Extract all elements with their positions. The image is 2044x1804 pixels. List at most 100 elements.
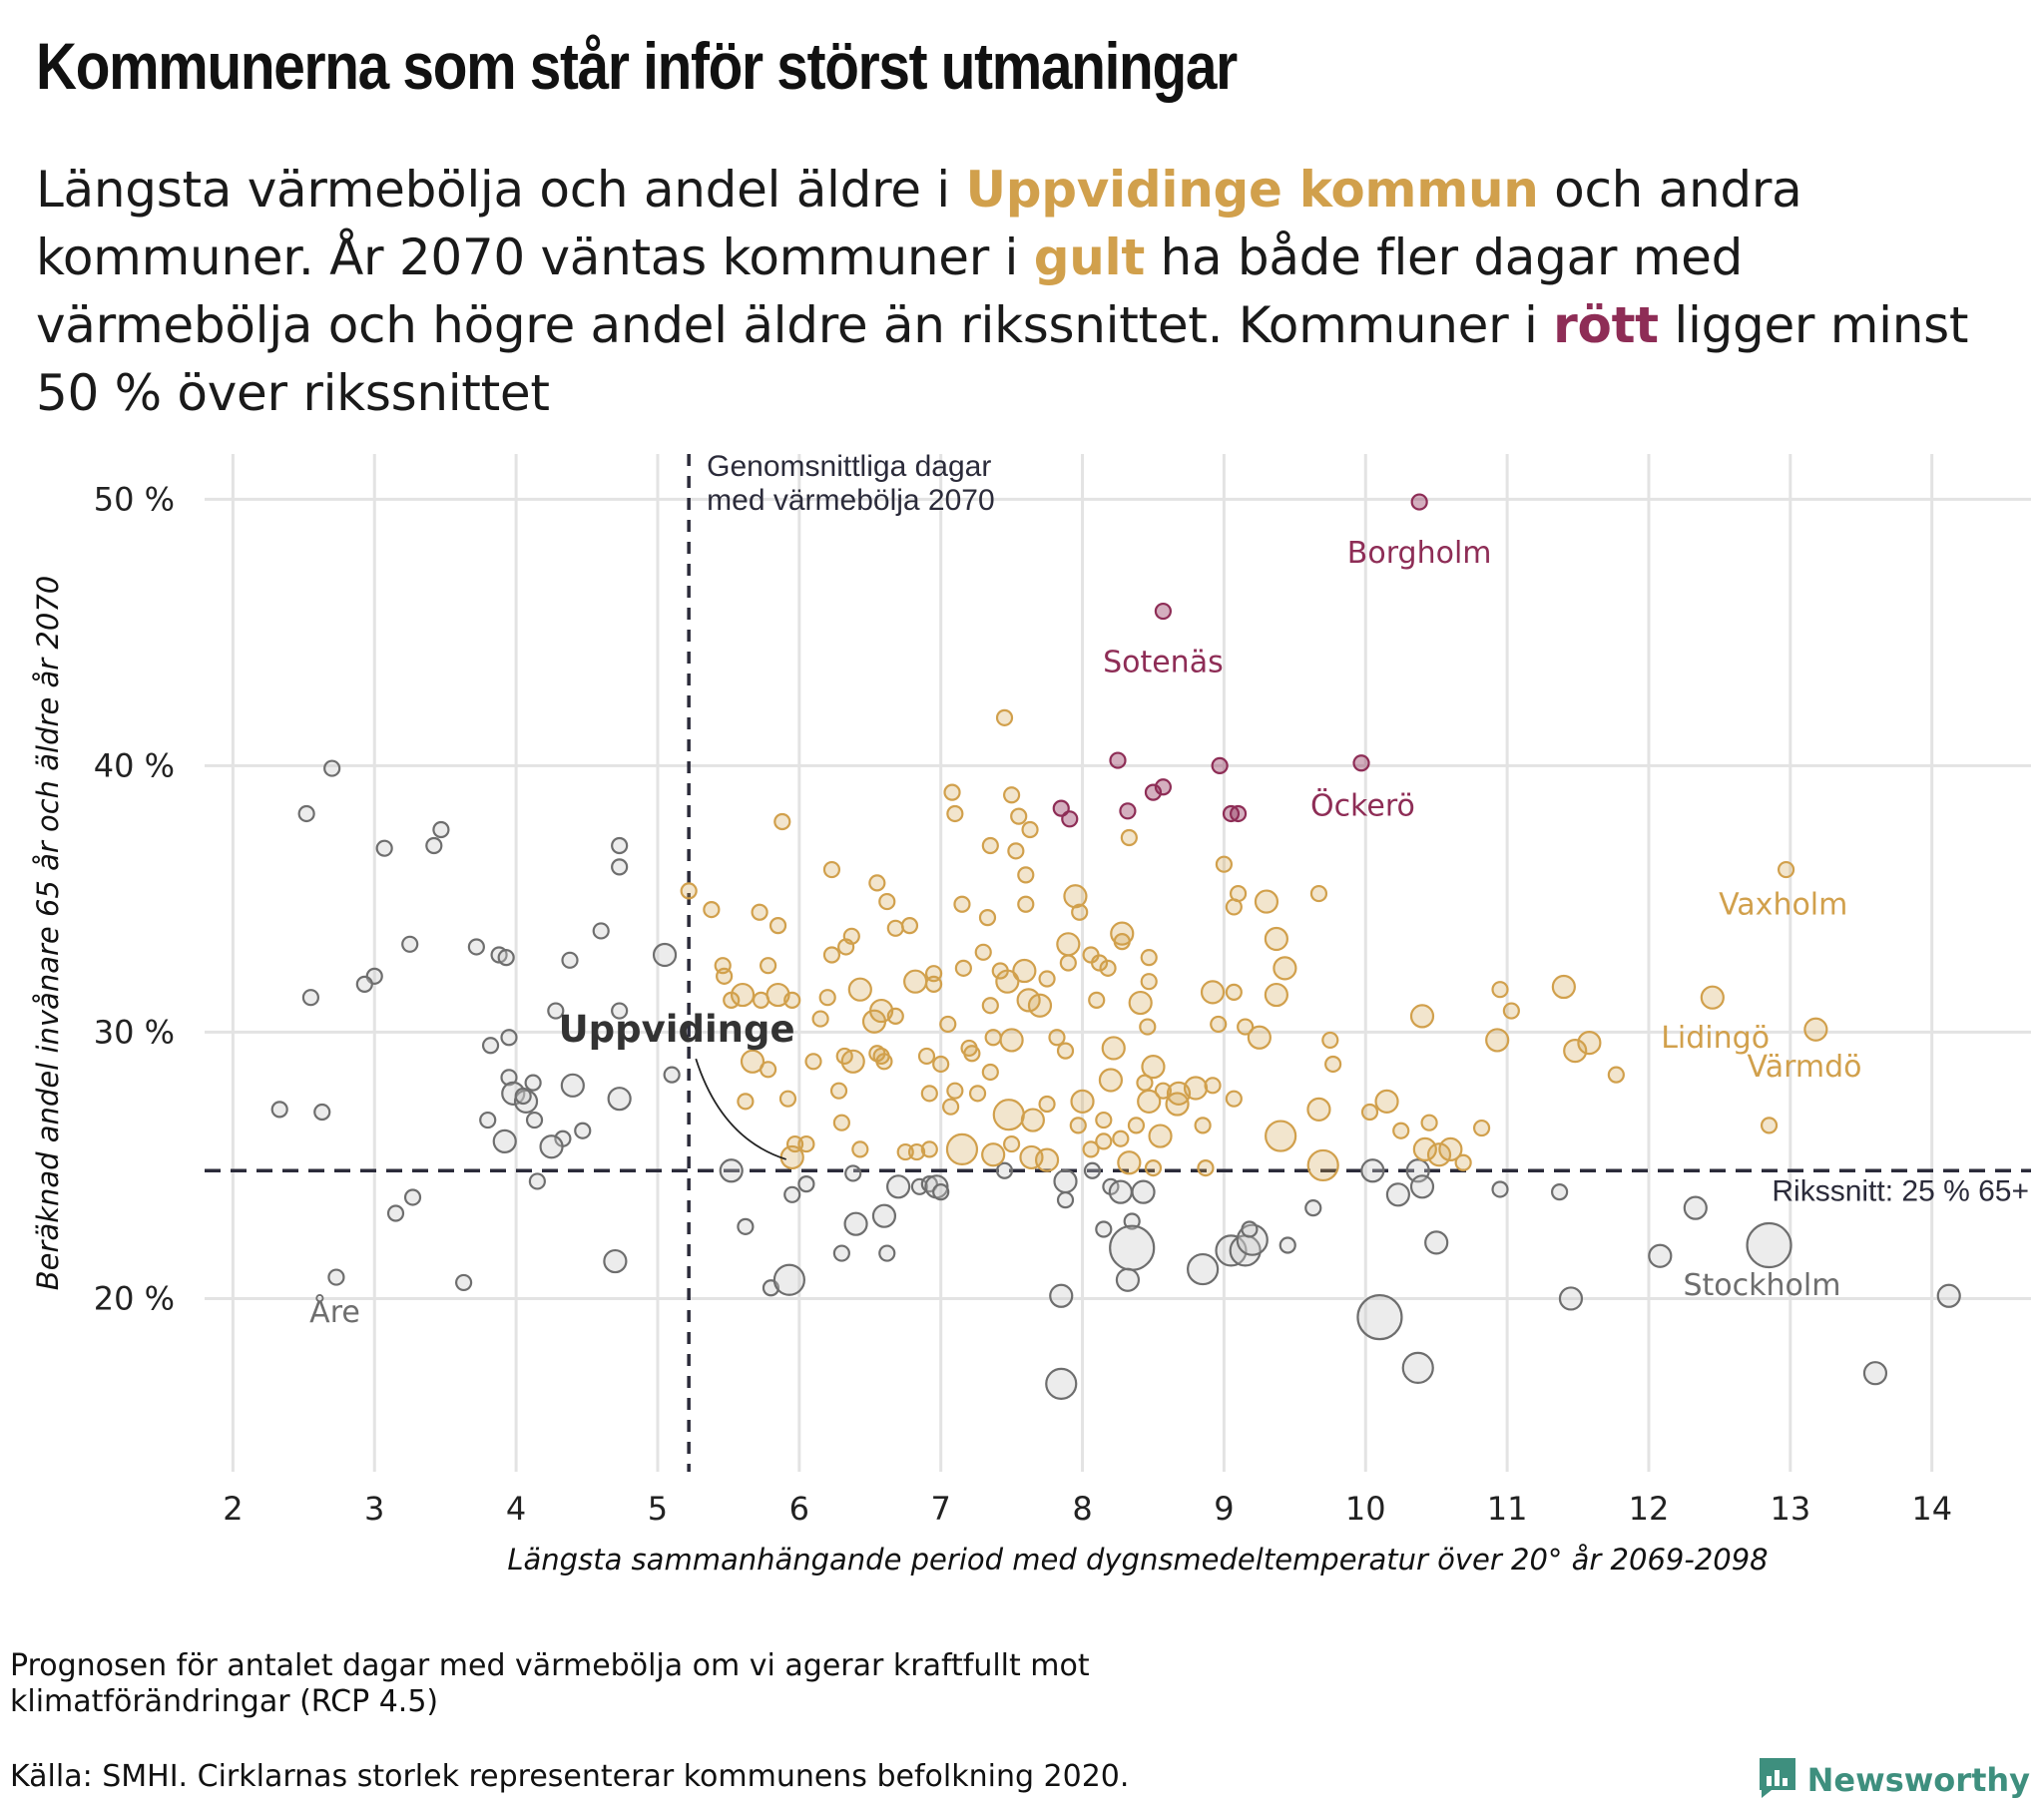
y-tick-label: 40 % <box>94 746 175 784</box>
data-point-gold <box>1237 1018 1255 1036</box>
data-point-gold <box>992 1099 1025 1131</box>
data-point-gold <box>1409 1004 1435 1029</box>
data-point-gold <box>1777 860 1795 879</box>
data-point-gold <box>1128 990 1153 1016</box>
data-point-red <box>1154 602 1172 621</box>
data-point-grey <box>1241 1220 1259 1238</box>
data-point-grey <box>574 1122 592 1139</box>
data-point-gold <box>779 1144 804 1170</box>
data-point-grey <box>737 1217 755 1235</box>
data-point-gold <box>1225 1090 1243 1108</box>
data-point-gold <box>1438 1136 1463 1162</box>
data-point-grey <box>1049 1283 1074 1308</box>
data-point-gold <box>1007 842 1025 860</box>
data-point-grey <box>525 1111 544 1129</box>
data-point-gold <box>1254 889 1279 914</box>
data-point-gold <box>1265 1120 1297 1152</box>
x-tick-label: 11 <box>1487 1490 1528 1528</box>
y-tick-label: 30 % <box>94 1013 175 1051</box>
data-point-gold <box>1306 1148 1339 1182</box>
data-point-gold <box>1551 974 1576 1000</box>
data-point-grey <box>611 836 629 855</box>
data-point-gold <box>752 991 770 1009</box>
data-point-gold <box>1063 884 1088 909</box>
data-point-grey <box>1648 1243 1673 1268</box>
data-point-gold <box>920 1085 938 1103</box>
data-point-gold <box>886 1007 904 1026</box>
x-tick-label: 5 <box>648 1490 668 1528</box>
data-point-red <box>1229 804 1248 823</box>
data-point-gold <box>1038 1095 1056 1114</box>
y-tick-label: 20 % <box>94 1279 175 1317</box>
footnote-source: Källa: SMHI. Cirklarnas storlek represen… <box>10 1759 1130 1794</box>
point-label-lidingö: Lidingö <box>1661 1021 1770 1056</box>
data-point-gold <box>920 1140 938 1158</box>
data-point-gold <box>903 969 928 994</box>
data-point-grey <box>560 1073 585 1098</box>
data-point-grey <box>611 858 629 876</box>
newsworthy-logo[interactable]: Newsworthy <box>1758 1756 2030 1804</box>
data-point-gold <box>981 836 999 855</box>
data-point-grey <box>375 839 393 857</box>
data-point-grey <box>1360 1158 1385 1183</box>
data-point-gold <box>1803 1017 1828 1042</box>
x-tick-label: 7 <box>930 1490 950 1528</box>
data-point-gold <box>1140 949 1158 967</box>
data-point-grey <box>1409 1174 1435 1199</box>
data-point-gold <box>1472 1119 1491 1137</box>
data-point-gold <box>680 882 698 900</box>
data-point-grey <box>1108 1179 1133 1204</box>
data-point-gold <box>1485 1028 1510 1053</box>
data-point-grey <box>932 1183 950 1201</box>
data-point-grey <box>1936 1283 1961 1308</box>
data-point-gold <box>1200 980 1226 1005</box>
data-point-gold <box>847 977 872 1002</box>
data-point-gold <box>829 1082 848 1100</box>
data-point-grey <box>327 1268 345 1286</box>
data-point-grey <box>481 1037 500 1055</box>
data-point-red <box>1119 802 1137 820</box>
data-point-gold <box>1264 982 1288 1008</box>
data-point-grey <box>783 1185 801 1203</box>
data-point-grey <box>313 1103 331 1122</box>
data-point-gold <box>1034 1147 1060 1172</box>
data-point-gold <box>851 1140 869 1158</box>
subtitle-text-2: och andra kommuner. År 2070 väntas kommu… <box>36 161 1802 286</box>
data-point-gold <box>1247 1025 1272 1050</box>
data-point-grey <box>1123 1212 1141 1230</box>
point-label-vaxholm: Vaxholm <box>1719 887 1847 922</box>
data-point-gold <box>1204 1077 1222 1095</box>
data-point-grey <box>843 1211 868 1236</box>
data-point-grey <box>1385 1182 1410 1207</box>
highlight-label-uppvidinge: Uppvidinge <box>559 1008 795 1051</box>
data-point-gold <box>1017 866 1035 884</box>
data-point-gold <box>1090 954 1109 972</box>
data-point-gold <box>1056 932 1081 957</box>
data-point-gold <box>737 1093 755 1111</box>
data-point-gold <box>804 1053 822 1071</box>
data-point-red <box>1144 783 1163 801</box>
data-point-gold <box>1027 993 1053 1018</box>
data-point-gold <box>978 909 997 927</box>
data-point-gold <box>1088 991 1106 1009</box>
data-point-gold <box>760 957 777 975</box>
data-point-gold <box>981 997 999 1015</box>
data-point-gold <box>946 804 964 823</box>
data-point-gold <box>981 1063 999 1082</box>
data-point-red <box>1109 751 1127 769</box>
data-point-gold <box>1082 1140 1100 1158</box>
data-point-grey <box>1401 1351 1434 1384</box>
data-point-gold <box>932 1055 950 1074</box>
data-point-gold <box>1360 1103 1379 1122</box>
data-point-gold <box>1099 959 1117 977</box>
data-point-grey <box>539 1134 564 1159</box>
data-point-gold <box>832 1114 850 1131</box>
chart-title: Kommunerna som står inför störst utmanin… <box>36 29 1238 103</box>
data-point-gold <box>942 1098 960 1116</box>
data-point-grey <box>886 1174 911 1199</box>
data-point-grey <box>878 1244 896 1262</box>
data-point-grey <box>1424 1230 1449 1255</box>
subtitle-highlight-rott: rött <box>1553 296 1659 354</box>
data-point-grey <box>607 1087 632 1112</box>
data-point-grey <box>910 1177 928 1195</box>
